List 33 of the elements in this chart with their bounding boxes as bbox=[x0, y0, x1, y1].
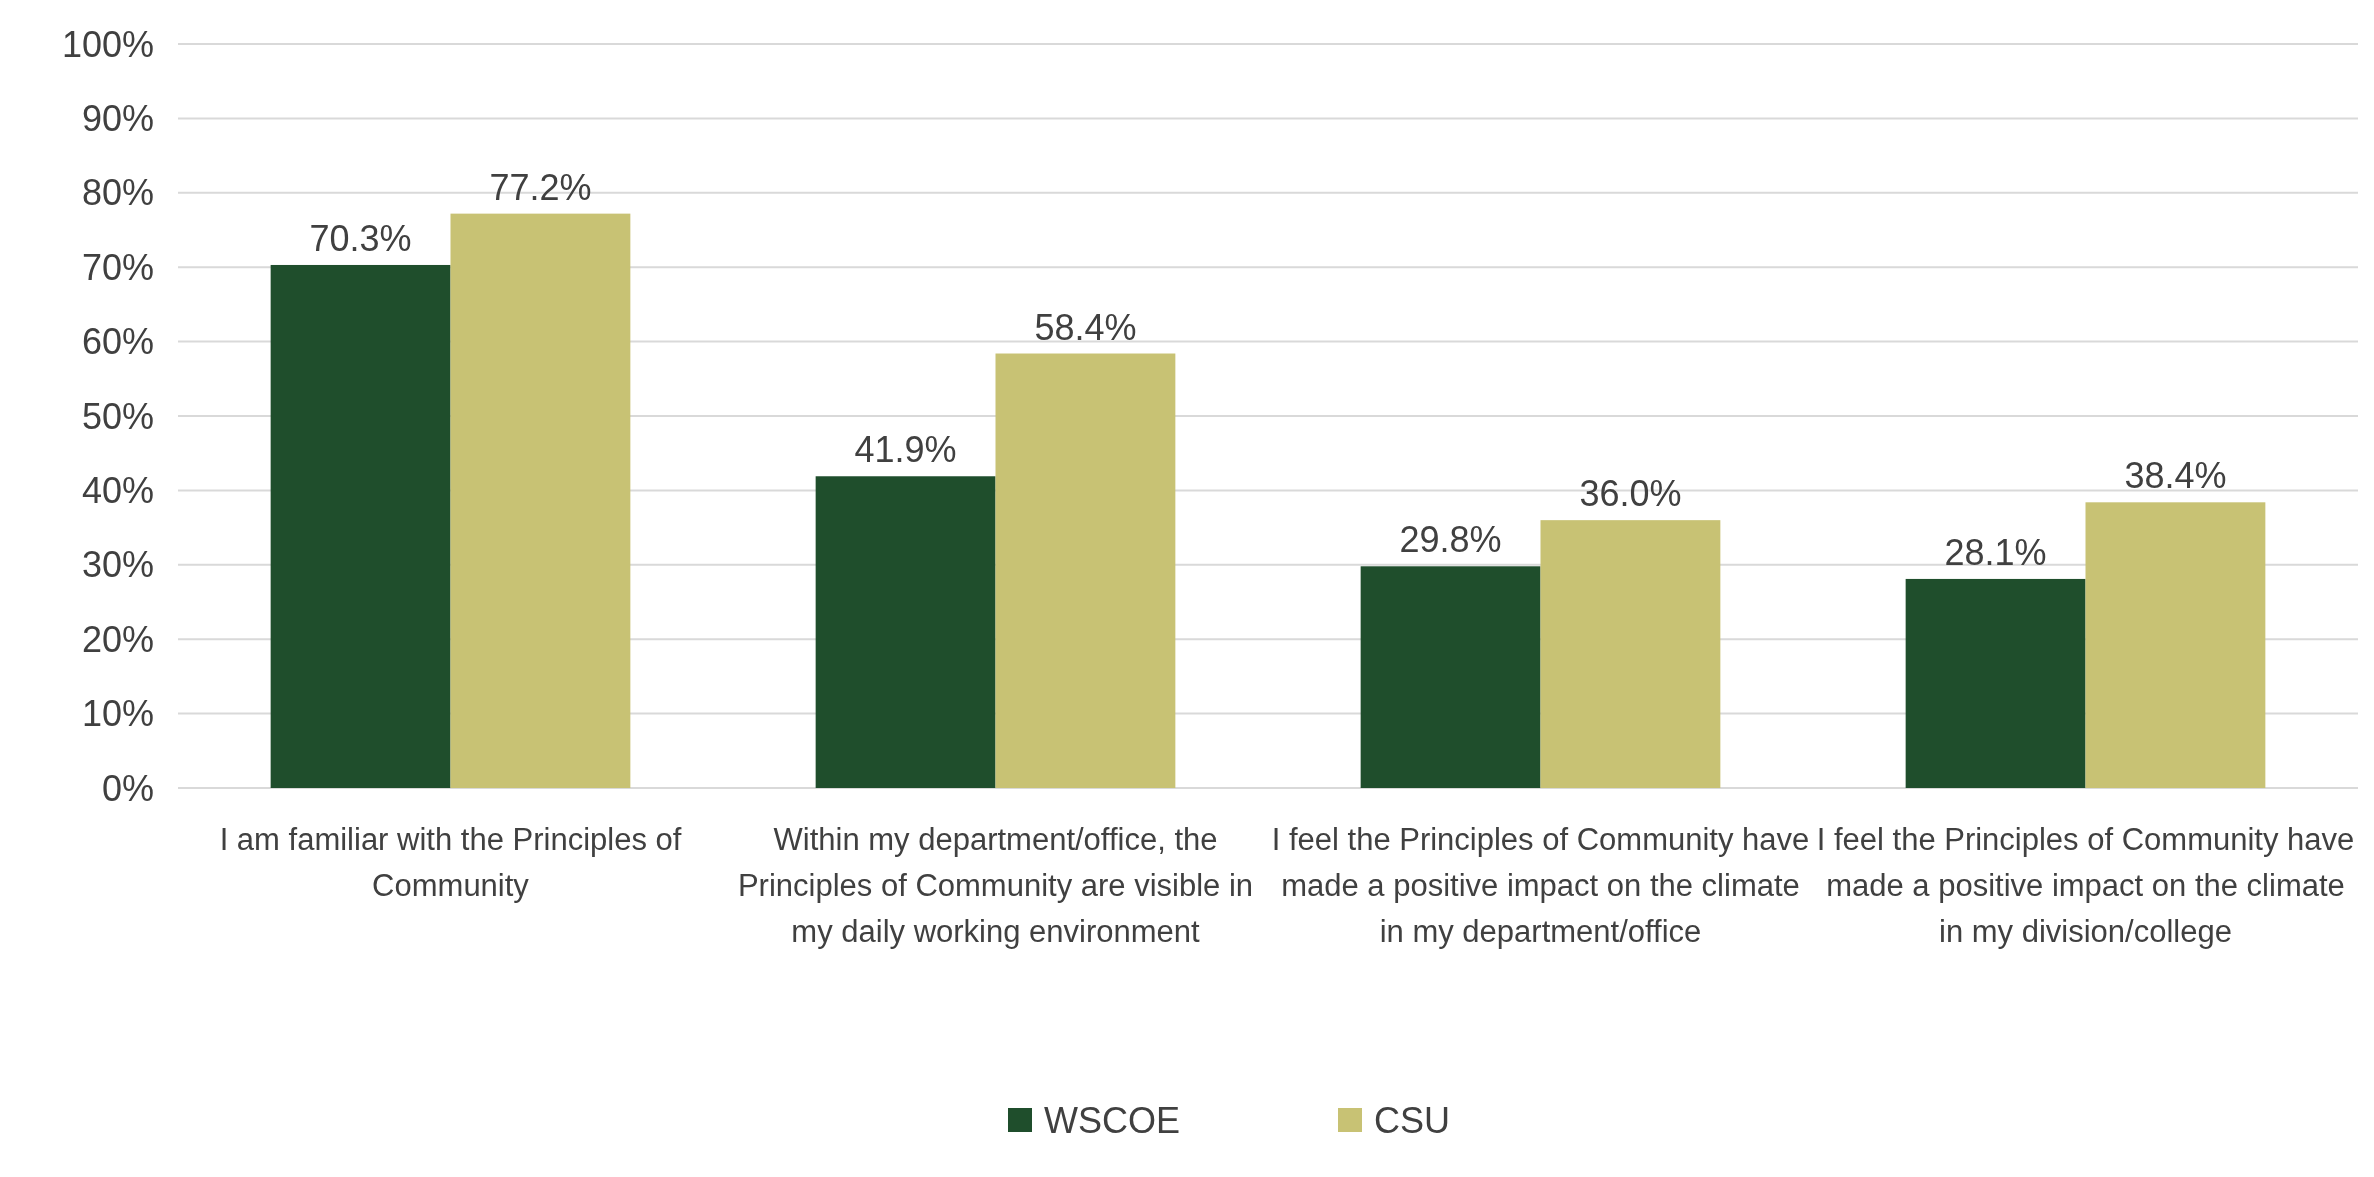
bar bbox=[1540, 520, 1721, 788]
data-label: 77.2% bbox=[489, 166, 592, 208]
bar bbox=[1905, 578, 2086, 788]
bar bbox=[1360, 566, 1541, 788]
y-tick-label: 40% bbox=[81, 470, 154, 511]
data-label: 58.4% bbox=[1034, 306, 1137, 348]
data-label: 28.1% bbox=[1944, 531, 2047, 573]
y-tick-label: 50% bbox=[81, 395, 154, 437]
legend-label: CSU bbox=[1374, 1099, 1451, 1141]
y-tick-label: 20% bbox=[81, 618, 154, 660]
data-label: 70.3% bbox=[309, 217, 412, 259]
y-tick-label: 30% bbox=[81, 544, 154, 586]
bar bbox=[270, 264, 451, 788]
y-tick-label: 70% bbox=[81, 246, 154, 288]
data-label: 38.4% bbox=[2124, 455, 2227, 497]
data-label: 36.0% bbox=[1579, 473, 1682, 515]
x-tick-label: Within my department/office, the Principles of Community are visible in my daily working environment bbox=[737, 822, 1254, 949]
x-tick-label: I feel the Principles of Community have made a positive impact on the climate in my department/office bbox=[1271, 822, 1810, 949]
data-label: 29.8% bbox=[1399, 519, 1502, 561]
bar bbox=[2085, 502, 2266, 788]
bar bbox=[450, 213, 631, 788]
legend-label: WSCOE bbox=[1044, 1099, 1181, 1141]
bar bbox=[815, 476, 996, 788]
data-label: 41.9% bbox=[854, 429, 957, 471]
y-tick-label: 90% bbox=[81, 98, 154, 139]
y-tick-label: 0% bbox=[101, 767, 154, 809]
y-tick-label: 10% bbox=[81, 693, 154, 735]
x-tick-label: I feel the Principles of Community have made a positive impact on the climate in my division/college bbox=[1816, 822, 2355, 949]
bar bbox=[995, 353, 1176, 788]
y-tick-label: 60% bbox=[81, 321, 154, 363]
y-tick-label: 80% bbox=[81, 172, 154, 214]
x-tick-label: I am familiar with the Principles of Community bbox=[219, 822, 682, 903]
y-tick-label: 100% bbox=[61, 23, 154, 65]
